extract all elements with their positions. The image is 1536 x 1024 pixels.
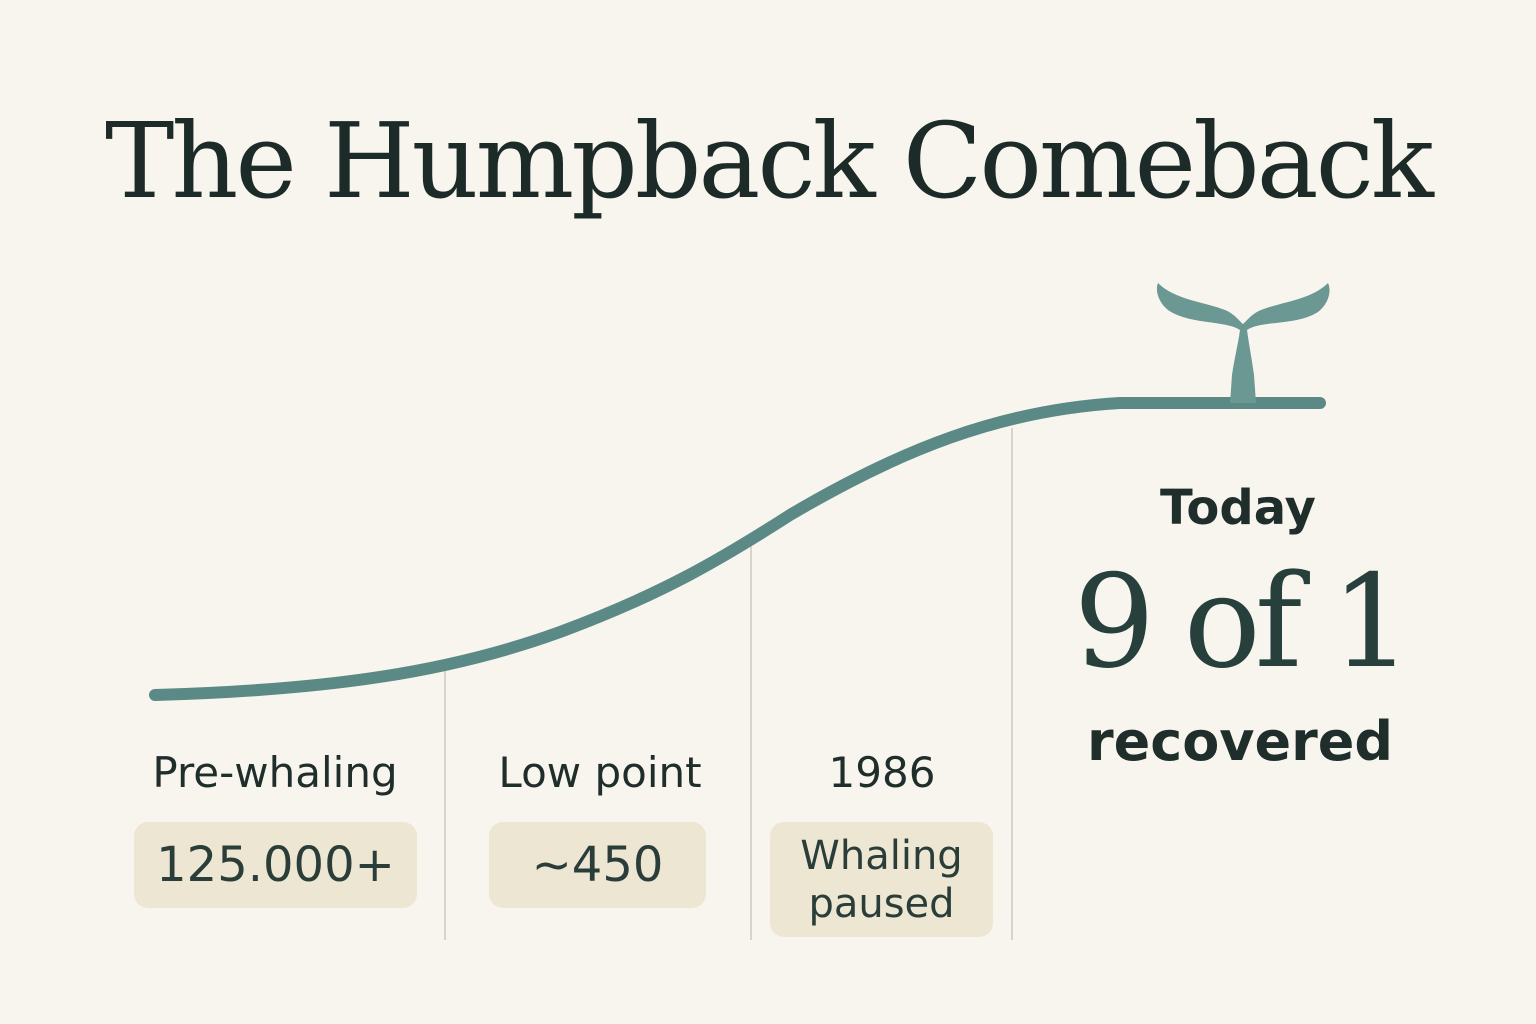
- stage-value: 125.000+: [134, 822, 417, 908]
- today-value: 9 of 1: [1073, 548, 1413, 697]
- stage-label: Low point: [498, 748, 702, 797]
- stage-value: ~450: [489, 822, 706, 908]
- population-curve: [149, 397, 1326, 701]
- title: The Humpback Comeback: [105, 100, 1434, 222]
- stage-value: Whaling paused: [770, 822, 993, 937]
- stage-label: 1986: [828, 748, 936, 797]
- stage-label: Pre-whaling: [152, 748, 398, 797]
- whale-tail: [1156, 283, 1330, 403]
- today-label: Today: [1160, 480, 1316, 536]
- today-caption: recovered: [1086, 710, 1394, 773]
